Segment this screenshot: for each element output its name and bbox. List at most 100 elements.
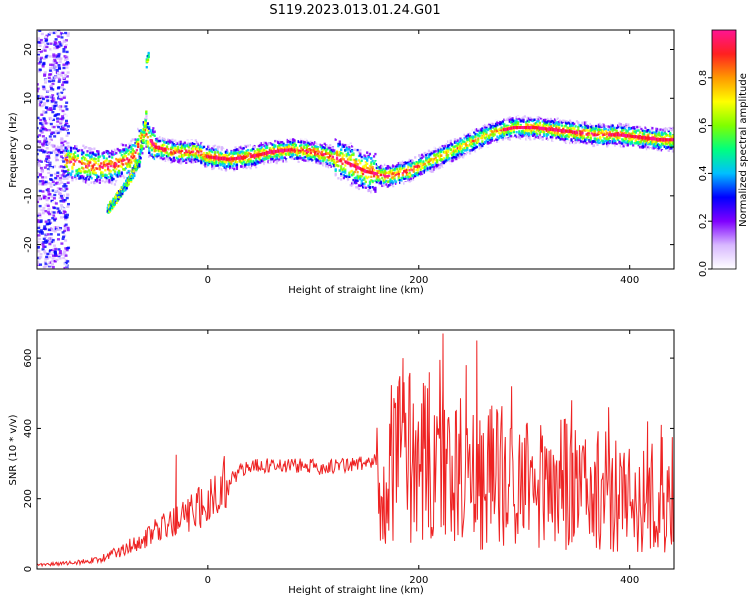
heatmap-cell [76,156,80,160]
heatmap-cell [538,135,542,138]
heatmap-cell [482,142,485,146]
heatmap-cell [104,159,107,163]
heatmap-cell [204,165,207,168]
heatmap-cell [294,151,298,154]
heatmap-cell [65,101,69,104]
heatmap-cell [272,143,276,147]
heatmap-cell [97,152,100,155]
heatmap-cell [156,137,159,140]
heatmap-cell [505,138,509,142]
heatmap-cell [40,149,44,152]
heatmap-cell [470,144,473,148]
heatmap-cell [500,136,503,139]
heatmap-cell [307,154,310,157]
heatmap-cell [477,140,480,144]
heatmap-cell [527,133,531,136]
heatmap-cell [176,162,180,165]
heatmap-cell [117,173,121,177]
heatmap-cell [149,146,152,149]
heatmap-cell [484,126,487,129]
heatmap-cell [518,117,521,121]
heatmap-cell [489,123,492,127]
heatmap-cell [578,135,581,139]
heatmap-cell [246,153,250,156]
heatmap-cell [356,171,359,174]
heatmap-cell [582,140,585,143]
heatmap-cell [329,161,332,165]
heatmap-cell [584,122,587,125]
heatmap-cell [46,104,50,107]
heatmap-cell [241,145,244,148]
heatmap-cell [608,125,611,129]
heatmap-cell [207,153,210,156]
heatmap-cell [44,180,48,184]
heatmap-cell [45,45,49,49]
heatmap-cell [87,169,90,172]
heatmap-cell [40,56,44,60]
heatmap-cell [390,183,393,186]
heatmap-cell [47,222,51,226]
heatmap-cell [314,151,317,155]
heatmap-cell [423,151,426,155]
heatmap-cell [497,136,500,140]
heatmap-cell [420,156,424,160]
heatmap-cell [109,164,112,168]
heatmap-cell [51,63,55,66]
heatmap-cell [167,138,170,141]
heatmap-cell [431,170,435,173]
heatmap-cell [420,152,424,155]
heatmap-cell [63,80,67,84]
heatmap-cell [66,205,70,208]
heatmap-cell [493,139,496,143]
heatmap-cell [259,143,262,147]
heatmap-cell [405,173,409,177]
heatmap-cell [96,174,99,177]
heatmap-cell [351,145,354,148]
heatmap-cell [300,147,303,150]
heatmap-cell [479,136,483,140]
heatmap-cell [56,86,60,90]
heatmap-cell [163,153,166,157]
heatmap-cell [42,62,46,66]
heatmap-cell [305,139,308,143]
heatmap-cell [416,161,420,165]
heatmap-cell [235,160,239,164]
heatmap-cell [360,183,363,186]
heatmap-cell [586,132,590,135]
heatmap-cell [59,143,63,146]
heatmap-cell [241,159,244,163]
heatmap-cell [574,136,577,139]
heatmap-cell [603,125,606,128]
heatmap-cell [606,143,609,146]
heatmap-cell [431,163,435,167]
heatmap-cell [477,139,480,142]
heatmap-cell [541,116,544,119]
heatmap-cell [43,250,47,253]
heatmap-cell [388,171,391,174]
heatmap-cell [478,131,481,135]
heatmap-cell [248,166,251,170]
heatmap-cell [39,225,43,228]
heatmap-cell [71,156,74,159]
heatmap-cell [357,176,361,179]
heatmap-cell [170,146,173,150]
heatmap-cell [599,125,602,128]
heatmap-cell [208,148,211,152]
heatmap-cell [393,161,396,165]
heatmap-cell [157,153,160,156]
heatmap-cell [134,138,137,141]
heatmap-cell [438,152,441,155]
heatmap-cell [57,113,61,116]
heatmap-cell [72,158,75,161]
heatmap-cell [259,158,262,161]
heatmap-cell [37,260,40,263]
heatmap-cell [117,149,121,152]
heatmap-cell [446,140,450,143]
heatmap-cell [589,136,592,140]
heatmap-cell [366,162,369,166]
heatmap-cell [440,149,443,152]
heatmap-cell [536,132,539,136]
heatmap-cell [48,69,52,72]
heatmap-cell [82,151,85,154]
heatmap-cell [481,134,484,138]
